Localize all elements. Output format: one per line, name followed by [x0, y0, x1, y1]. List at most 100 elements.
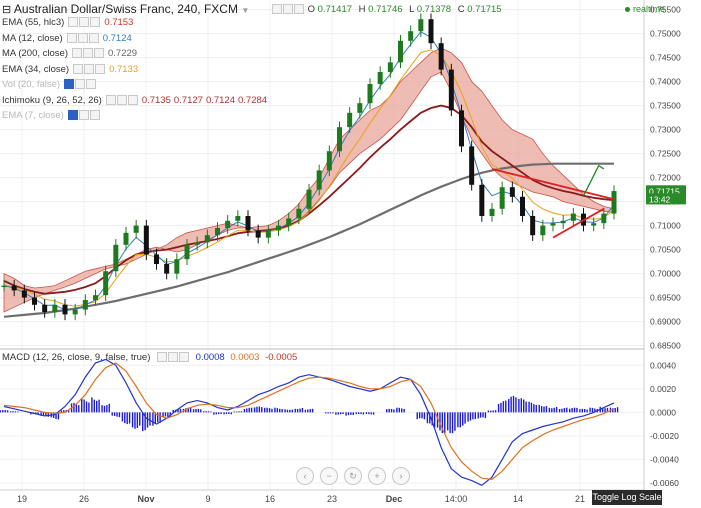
- candle-body: [367, 84, 373, 104]
- scroll-right-button[interactable]: ›: [392, 467, 410, 485]
- candle-body: [21, 290, 27, 298]
- indicator-row[interactable]: EMA (34, close) 0.7133: [2, 64, 138, 75]
- macd-tick-label: 0.0000: [650, 407, 676, 417]
- macd-tick-label: 0.0040: [650, 360, 676, 370]
- candle-body: [194, 242, 200, 245]
- price-pane[interactable]: [0, 0, 644, 490]
- price-tick-label: 0.72500: [650, 149, 681, 159]
- time-tick-label: 19: [17, 494, 27, 504]
- signal-line: [3, 362, 615, 481]
- reset-button[interactable]: ↻: [344, 467, 362, 485]
- candle-body: [438, 43, 444, 70]
- indicator-value: 0.7135: [141, 94, 171, 106]
- candle-body: [184, 244, 190, 260]
- price-tick-label: 0.70000: [650, 269, 681, 279]
- candle-body: [93, 295, 98, 300]
- candle-body: [1, 285, 7, 288]
- time-tick-label: 9: [205, 494, 210, 504]
- indicator-label: EMA (55, hlc3): [2, 17, 65, 29]
- candle-body: [82, 300, 88, 310]
- macd-histogram-value: -0.0005: [265, 352, 298, 364]
- price-tick-label: 0.73500: [650, 101, 681, 111]
- header-buttons[interactable]: [272, 4, 305, 15]
- indicator-row[interactable]: MA (12, close) 0.7124: [2, 33, 132, 44]
- trendline-support: [552, 208, 605, 239]
- chevron-down-icon[interactable]: ▼: [241, 6, 250, 15]
- zoom-out-button[interactable]: −: [320, 467, 338, 485]
- candle-body: [133, 225, 139, 233]
- candle-body: [570, 213, 576, 221]
- price-tick-label: 0.71000: [650, 221, 681, 231]
- indicator-row[interactable]: MA (200, close) 0.7229: [2, 48, 137, 59]
- candle-body: [550, 223, 556, 226]
- candle-body: [398, 40, 403, 63]
- open-label: O: [307, 4, 316, 16]
- ma200-line: [3, 162, 614, 318]
- time-tick-label: 14: [513, 494, 523, 504]
- candle-body: [347, 112, 353, 128]
- indicator-buttons[interactable]: [73, 63, 106, 75]
- price-tick-label: 0.75000: [650, 29, 681, 39]
- price-tick-label: 0.73000: [650, 125, 681, 135]
- macd-buttons[interactable]: [157, 352, 190, 363]
- indicator-buttons[interactable]: [66, 32, 100, 44]
- macd-value: 0.0008: [195, 352, 225, 364]
- close-value: 0.71715: [467, 4, 502, 16]
- candle-body: [215, 228, 220, 236]
- candle-body: [387, 62, 393, 72]
- ohlc-readout: O 0.71417 H 0.71746 L 0.71378 C 0.71715: [268, 4, 506, 15]
- candle-body: [72, 309, 78, 315]
- high-label: H: [358, 4, 366, 16]
- candle-body: [377, 72, 383, 84]
- macd-tick-label: -0.0020: [650, 431, 679, 441]
- candle-body: [286, 218, 292, 226]
- candle-body: [316, 170, 322, 190]
- candle-body: [296, 208, 302, 219]
- price-badge-label: 0.71715: [649, 186, 680, 196]
- indicator-buttons[interactable]: [72, 48, 105, 59]
- indicator-label: EMA (7, close): [2, 110, 64, 122]
- macd-legend: MACD (12, 26, close, 9, false, true) 0.0…: [2, 352, 297, 363]
- candle-body: [601, 213, 607, 224]
- indicator-value: 0.7153: [104, 17, 134, 29]
- indicator-row[interactable]: Vol (20, false): [2, 79, 97, 90]
- time-tick-label: 14:00: [445, 494, 468, 504]
- trendline-resistance: [491, 168, 615, 201]
- zoom-in-button[interactable]: +: [368, 467, 386, 485]
- realtime-dot-icon: [624, 7, 630, 13]
- price-tick-label: 0.69500: [650, 293, 681, 303]
- indicator-row[interactable]: EMA (55, hlc3) 0.7153: [2, 17, 133, 28]
- time-tick-label: 23: [327, 494, 337, 504]
- candle-body: [459, 110, 464, 147]
- toggle-log-scale-button[interactable]: Toggle Log Scale: [592, 490, 662, 505]
- realtime-label: realtime: [632, 4, 665, 14]
- chart-header: ⊟ Australian Dollar/Swiss Franc, 240, FX…: [2, 2, 249, 16]
- macd-pane[interactable]: [0, 358, 644, 487]
- indicator-buttons[interactable]: [105, 94, 139, 106]
- projection-arrow: [582, 164, 605, 197]
- candle-body: [306, 189, 312, 209]
- indicator-value: 0.7127: [173, 94, 203, 106]
- price-tick-label: 0.68500: [650, 341, 681, 351]
- indicator-value: 0.7133: [109, 63, 139, 75]
- candle-body: [32, 297, 37, 305]
- price-tick-label: 0.72000: [650, 173, 681, 183]
- indicator-row[interactable]: EMA (7, close): [2, 110, 101, 121]
- indicator-row[interactable]: Ichimoku (9, 26, 52, 26) 0.7135 0.7127 0.71…: [2, 95, 267, 106]
- indicator-value: 0.7124: [102, 32, 132, 44]
- candle-body: [418, 19, 424, 32]
- candle-body: [235, 216, 241, 221]
- indicator-buttons[interactable]: [68, 17, 101, 28]
- candle-body: [530, 216, 536, 236]
- high-value: 0.71746: [368, 4, 403, 16]
- collapse-icon[interactable]: ⊟: [2, 4, 12, 16]
- scroll-left-button[interactable]: ‹: [296, 467, 314, 485]
- price-tick-label: 0.75500: [650, 5, 681, 15]
- indicator-buttons[interactable]: [64, 79, 97, 90]
- indicator-buttons[interactable]: [67, 110, 101, 121]
- candle-body: [276, 225, 281, 231]
- candle-body: [11, 285, 17, 291]
- time-tick-label: 16: [265, 494, 275, 504]
- indicator-value: 0.7229: [108, 48, 138, 60]
